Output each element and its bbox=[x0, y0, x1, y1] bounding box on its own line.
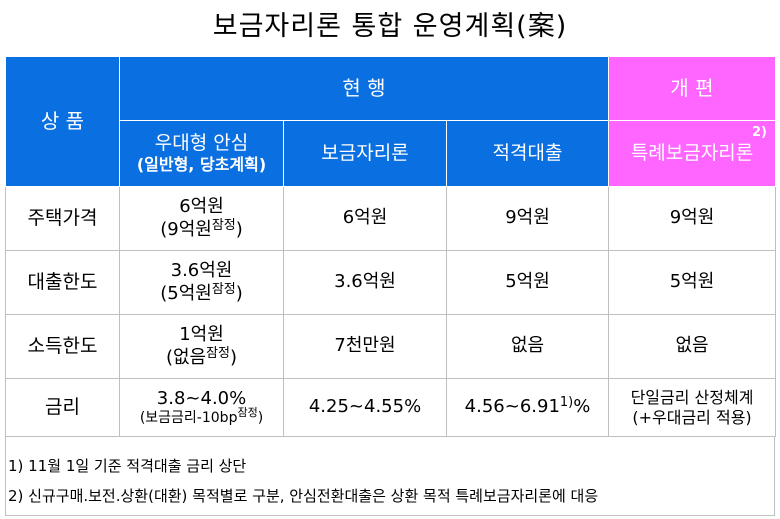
table-cell: 단일금리 산정체계 (+우대금리 적용) bbox=[608, 378, 777, 437]
row-label: 금리 bbox=[5, 378, 120, 437]
row-label: 대출한도 bbox=[5, 250, 120, 315]
table-row: 대출한도 3.6억원 (5억원잠정) 3.6억원 5억원 5억원 bbox=[5, 250, 777, 315]
header-reform: 개 편 bbox=[608, 56, 777, 121]
footnote-1: 1) 11월 1일 기준 적격대출 금리 상단 bbox=[8, 457, 247, 475]
footnotes-box bbox=[5, 436, 775, 516]
table-cell: 4.56~6.911)% bbox=[445, 378, 610, 437]
footnote-marker: 2) bbox=[752, 125, 768, 140]
header-current: 현 행 bbox=[118, 56, 610, 121]
table-cell: 9억원 bbox=[608, 186, 777, 251]
plan-table: 상 품 현 행 개 편 우대형 안심 (일반형, 당초계획) 보금자리론 적격대… bbox=[5, 56, 777, 437]
table-cell: 없음 bbox=[445, 314, 610, 379]
table-cell: 3.6억원 bbox=[283, 250, 447, 315]
table-cell: 3.8~4.0% (보금금리-10bp잠정) bbox=[119, 378, 284, 437]
page-title: 보금자리론 통합 운영계획(案) bbox=[212, 11, 568, 42]
col-header-preferred: 우대형 안심 (일반형, 당초계획) bbox=[119, 120, 284, 187]
footnote-2: 2) 신규구매.보전.상환(대환) 목적별로 구분, 안심전환대출은 상환 목적… bbox=[8, 487, 599, 505]
table-row: 금리 3.8~4.0% (보금금리-10bp잠정) 4.25~4.55% 4.5… bbox=[5, 378, 777, 437]
row-label: 소득한도 bbox=[5, 314, 120, 379]
table-cell: 6억원 bbox=[283, 186, 447, 251]
col-header-qualified: 적격대출 bbox=[445, 120, 610, 187]
table-cell: 3.6억원 (5억원잠정) bbox=[119, 250, 284, 315]
row-label: 주택가격 bbox=[5, 186, 120, 251]
table-cell: 9억원 bbox=[445, 186, 610, 251]
header-product: 상 품 bbox=[5, 56, 120, 187]
col-header-special: 2) 특례보금자리론 bbox=[608, 120, 777, 187]
table-cell: 5억원 bbox=[608, 250, 777, 315]
table-row: 주택가격 6억원 (9억원잠정) 6억원 9억원 9억원 bbox=[5, 186, 777, 251]
table-cell: 6억원 (9억원잠정) bbox=[119, 186, 284, 251]
col-header-bogeumjari: 보금자리론 bbox=[283, 120, 447, 187]
table-cell: 4.25~4.55% bbox=[283, 378, 447, 437]
table-cell: 1억원 (없음잠정) bbox=[119, 314, 284, 379]
table-cell: 7천만원 bbox=[283, 314, 447, 379]
table-cell: 5억원 bbox=[445, 250, 610, 315]
table-row: 소득한도 1억원 (없음잠정) 7천만원 없음 없음 bbox=[5, 314, 777, 379]
table-cell: 없음 bbox=[608, 314, 777, 379]
